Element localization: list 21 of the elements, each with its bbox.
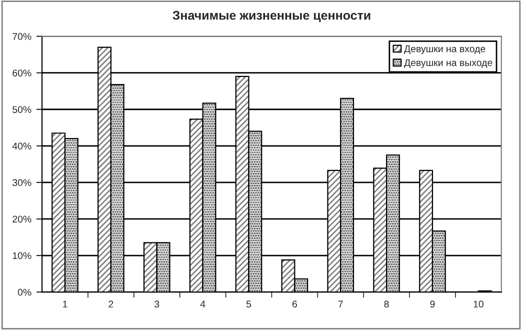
legend-label: Девушки на выходе	[404, 59, 492, 68]
x-tick-label: 8	[384, 300, 389, 308]
x-tick-label: 3	[154, 300, 160, 308]
y-tick-label: 50%	[12, 106, 32, 113]
y-tick-label: 60%	[12, 70, 32, 76]
x-tick-label: 6	[292, 300, 297, 308]
x-tick-label: 9	[430, 300, 435, 308]
y-tick-label: 70%	[12, 33, 32, 40]
y-tick-label: 30%	[12, 179, 32, 186]
chart-title: Значимые жизненные ценности	[172, 10, 370, 22]
y-tick-label: 20%	[12, 216, 32, 223]
x-tick-label: 10	[474, 300, 484, 308]
x-tick-label: 4	[200, 300, 206, 308]
x-tick-label: 7	[338, 300, 343, 308]
x-tick-label: 2	[108, 300, 114, 308]
y-tick-label: 40%	[12, 142, 32, 150]
y-tick-label: 0%	[18, 288, 32, 296]
x-tick-label: 1	[63, 300, 68, 308]
y-tick-label: 10%	[12, 252, 32, 260]
x-tick-label: 5	[246, 300, 252, 308]
legend-label: Девушки на входе	[404, 45, 486, 54]
